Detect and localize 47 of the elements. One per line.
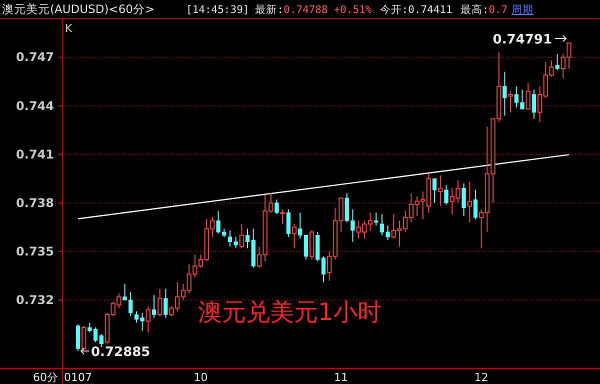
candlestick — [508, 90, 513, 113]
candlestick — [76, 324, 80, 352]
candlestick — [438, 174, 443, 207]
x-tick-label: 0107 — [64, 371, 92, 384]
chart-title: 澳元美元(AUDUSD)<60分> — [2, 2, 155, 16]
candlestick — [82, 325, 86, 351]
x-tick-label: 11 — [334, 371, 348, 384]
candlestick — [432, 178, 437, 204]
y-tick-label: 0.732 — [16, 293, 54, 308]
candlestick — [158, 288, 162, 317]
text: 0.74788 — [284, 4, 328, 16]
x-axis-title: 60分 — [33, 371, 58, 384]
text: 周期 — [512, 4, 534, 16]
y-tick-label: 0.741 — [16, 147, 54, 162]
candlestick — [532, 89, 536, 120]
candlestick — [152, 294, 156, 318]
candlestick — [286, 208, 290, 238]
annotation: 澳元兑美元1小时 — [198, 298, 382, 326]
text: K — [65, 22, 73, 35]
candlestick — [473, 189, 478, 220]
x-tick-label: 10 — [194, 371, 208, 384]
y-tick-label: 0.738 — [16, 196, 54, 210]
annotation: 0.74791 — [492, 32, 552, 48]
candlestick — [146, 306, 150, 333]
text: 最高: — [460, 3, 489, 16]
annotation: 0.72885 — [91, 345, 150, 360]
candlestick — [280, 208, 285, 224]
candlestick — [374, 212, 378, 226]
candlestick — [292, 223, 297, 249]
text: +0.51% — [334, 4, 372, 16]
candlestick — [274, 199, 279, 215]
candlestick — [467, 181, 472, 223]
candlestick — [239, 223, 244, 249]
y-tick-label: 0.735 — [16, 244, 54, 258]
candlestick — [502, 71, 507, 116]
text: 最新: — [255, 3, 284, 16]
candlestick — [526, 82, 530, 110]
text: [14:45:39] — [186, 4, 250, 16]
text: 今开:0.74411 — [380, 4, 452, 16]
y-tick-label: 0.747 — [16, 50, 54, 64]
candlestick — [444, 184, 448, 206]
text: 0.7 — [488, 4, 508, 16]
candlestick — [462, 182, 466, 216]
candlestick — [164, 288, 168, 318]
candlestick — [555, 53, 560, 71]
y-tick-label: 0.744 — [16, 98, 54, 113]
x-tick-label: 12 — [474, 371, 488, 384]
